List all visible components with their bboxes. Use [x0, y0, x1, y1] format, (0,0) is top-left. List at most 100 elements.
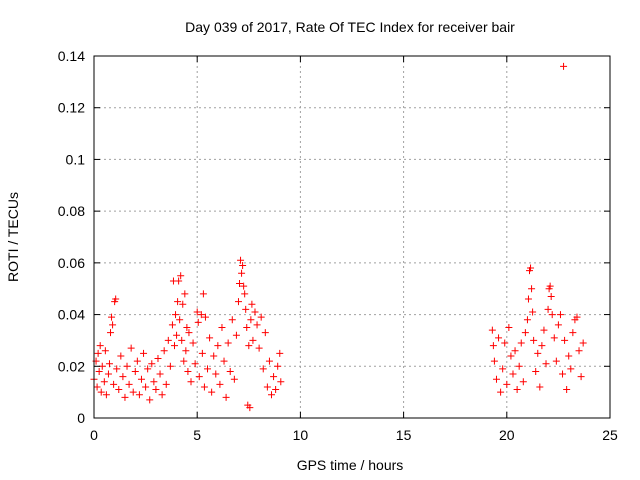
data-point — [547, 292, 555, 300]
y-tick-label: 0.12 — [58, 100, 85, 116]
data-point — [101, 347, 109, 355]
data-point — [184, 367, 192, 375]
data-point — [519, 378, 527, 386]
data-point — [108, 313, 116, 321]
data-point — [544, 305, 552, 313]
data-point — [107, 329, 115, 337]
data-point — [540, 326, 548, 334]
data-point — [277, 378, 285, 386]
data-point — [546, 282, 554, 290]
x-tick-label: 20 — [499, 427, 515, 443]
data-point — [524, 295, 532, 303]
data-point — [133, 357, 141, 365]
data-point — [490, 357, 498, 365]
data-point — [575, 347, 583, 355]
data-point — [569, 329, 577, 337]
data-point — [253, 321, 261, 329]
data-point — [274, 362, 282, 370]
data-point — [488, 326, 496, 334]
data-point — [204, 365, 212, 373]
data-point — [495, 334, 503, 342]
data-point — [239, 261, 247, 269]
data-point — [175, 277, 183, 285]
data-point — [183, 324, 191, 331]
data-point — [179, 300, 187, 308]
data-point — [257, 313, 265, 321]
data-point — [501, 339, 509, 347]
data-point — [509, 370, 517, 378]
data-point — [529, 308, 537, 316]
data-points — [90, 62, 587, 412]
data-point — [563, 386, 571, 394]
data-point — [193, 308, 201, 316]
data-point — [238, 269, 246, 277]
data-point — [146, 396, 154, 404]
x-tick-label: 5 — [193, 427, 201, 443]
data-point — [127, 344, 135, 352]
data-point — [156, 370, 164, 378]
data-point — [172, 311, 180, 319]
data-point — [247, 316, 255, 324]
data-point — [242, 305, 250, 313]
data-point — [552, 357, 560, 365]
data-point — [185, 329, 193, 337]
data-point — [497, 388, 505, 396]
data-point — [154, 355, 162, 363]
data-point — [489, 342, 497, 350]
data-point — [222, 393, 230, 401]
data-point — [579, 339, 587, 347]
data-point — [174, 298, 182, 306]
data-point — [248, 300, 256, 308]
data-point — [187, 378, 195, 386]
data-point — [556, 311, 564, 319]
data-point — [523, 316, 531, 324]
data-point — [150, 378, 158, 386]
chart-title: Day 039 of 2017, Rate Of TEC Index for r… — [185, 19, 515, 35]
data-point — [567, 365, 575, 373]
data-point — [115, 386, 123, 394]
data-point — [261, 329, 269, 337]
data-point — [530, 336, 538, 344]
data-point — [559, 370, 567, 378]
data-point — [246, 404, 254, 412]
data-point — [214, 342, 222, 350]
data-point — [245, 342, 253, 350]
data-point — [265, 357, 273, 365]
data-point — [263, 383, 271, 391]
data-point — [565, 352, 573, 360]
data-point — [210, 352, 218, 360]
data-point — [240, 282, 248, 290]
data-point — [234, 298, 242, 306]
data-point — [517, 339, 525, 347]
data-point — [573, 313, 581, 321]
data-point — [125, 380, 133, 388]
y-tick-label: 0.08 — [58, 203, 85, 219]
data-point — [104, 370, 112, 378]
data-point — [95, 367, 103, 375]
data-point — [505, 324, 513, 331]
data-point — [249, 336, 257, 344]
data-point — [100, 378, 108, 386]
data-point — [123, 362, 131, 370]
data-point — [148, 360, 156, 368]
data-point — [131, 367, 139, 375]
data-point — [216, 380, 224, 388]
y-axis-title: ROTI / TECUs — [5, 192, 21, 282]
data-point — [270, 373, 278, 381]
data-point — [259, 365, 267, 373]
data-point — [181, 290, 189, 298]
data-point — [170, 342, 178, 350]
data-point — [160, 347, 168, 355]
data-point — [515, 362, 523, 370]
data-point — [117, 352, 125, 360]
data-point — [152, 386, 160, 394]
y-tick-label: 0 — [77, 410, 85, 426]
data-point — [176, 316, 184, 324]
data-point — [548, 311, 556, 319]
data-point — [113, 365, 121, 373]
data-point — [220, 357, 228, 365]
data-point — [538, 342, 546, 350]
data-point — [195, 373, 203, 381]
data-point — [135, 391, 143, 399]
